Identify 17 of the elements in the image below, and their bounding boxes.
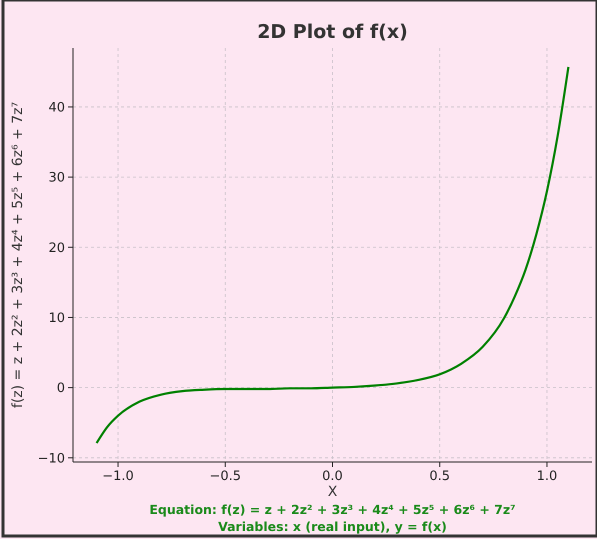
text: Equation: f(z) = z + 2z² + 3z³ + 4z⁴ + 5z⁵ + 6z⁶ + 7z⁷ — [149, 502, 516, 517]
y-tick-label: −10 — [38, 451, 65, 466]
y-tick-label: 30 — [48, 170, 65, 186]
x-tick-label: 1.0 — [536, 469, 558, 484]
y-tick-label: 0 — [56, 381, 65, 396]
x-tick-label: 0.5 — [429, 469, 450, 484]
y-tick-label: 10 — [48, 310, 65, 326]
x-tick-label: −0.5 — [209, 469, 242, 484]
y-tick-label: 20 — [48, 240, 65, 256]
x-tick-label: 0.0 — [322, 469, 343, 484]
chart-title: 2D Plot of f(x) — [257, 21, 408, 43]
text: Variables: x (real input), y = f(x) — [218, 519, 447, 534]
y-axis-title: f(z) = z + 2z² + 3z³ + 4z⁴ + 5z⁵ + 6z⁶ + 7z⁷ — [10, 102, 26, 408]
x-tick-label: −1.0 — [102, 469, 134, 484]
y-tick-label: 40 — [48, 100, 65, 116]
x-axis-title: X — [328, 484, 338, 500]
line-series — [95, 66, 570, 444]
